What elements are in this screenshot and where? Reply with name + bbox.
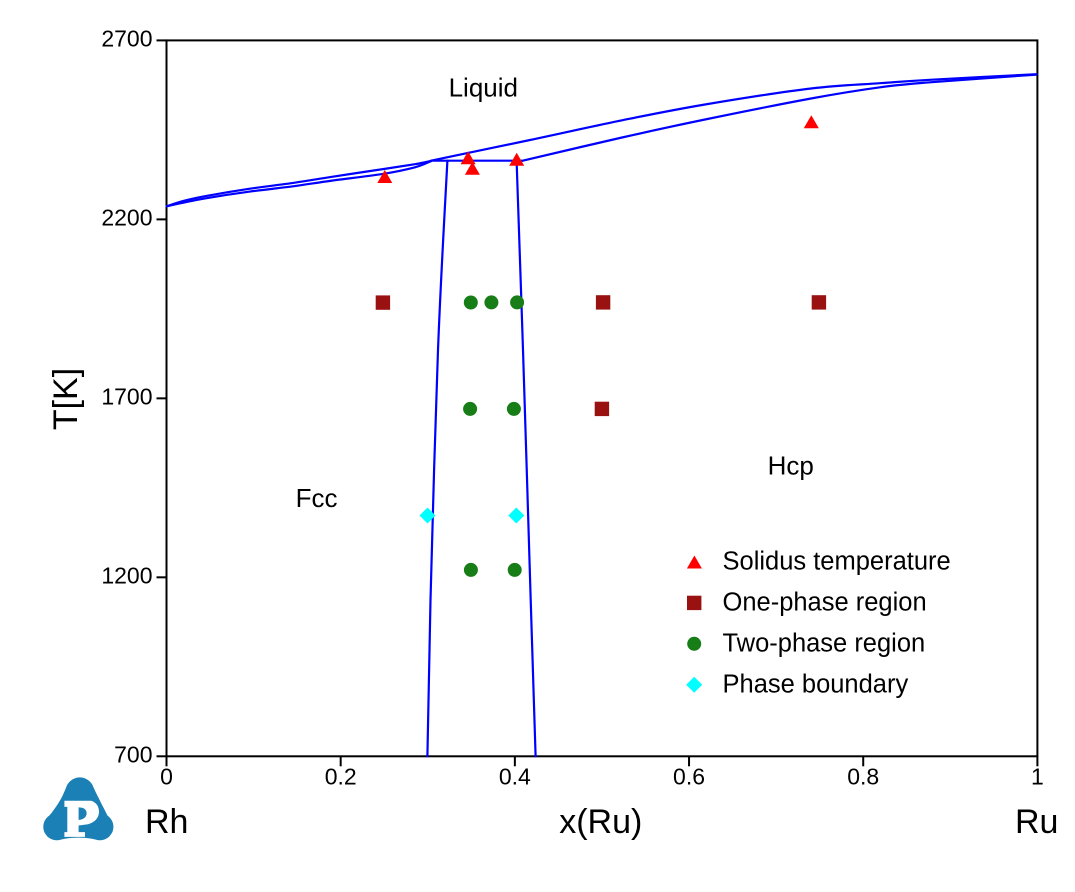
svg-text:0.6: 0.6 [673,764,705,790]
svg-text:0.8: 0.8 [847,764,879,790]
svg-text:Rh: Rh [145,803,188,841]
svg-text:0: 0 [160,764,173,790]
svg-text:700: 700 [114,741,152,767]
svg-text:2700: 2700 [101,26,152,52]
svg-text:2200: 2200 [101,204,152,230]
svg-text:0.4: 0.4 [499,764,531,790]
svg-text:Liquid: Liquid [449,72,518,102]
svg-text:x(Ru): x(Ru) [559,803,642,841]
svg-text:1700: 1700 [101,383,152,409]
svg-text:Two-phase region: Two-phase region [723,629,926,657]
svg-text:1200: 1200 [101,562,152,588]
svg-text:Hcp: Hcp [768,450,814,480]
svg-text:Phase boundary: Phase boundary [723,670,909,698]
svg-text:Ru: Ru [1015,803,1058,841]
svg-text:T[K]: T[K] [47,368,85,430]
svg-text:0.2: 0.2 [325,764,357,790]
svg-text:1: 1 [1031,764,1044,790]
svg-text:One-phase region: One-phase region [723,589,927,617]
svg-text:Solidus temperature: Solidus temperature [723,548,951,576]
svg-text:Fcc: Fcc [296,483,338,513]
